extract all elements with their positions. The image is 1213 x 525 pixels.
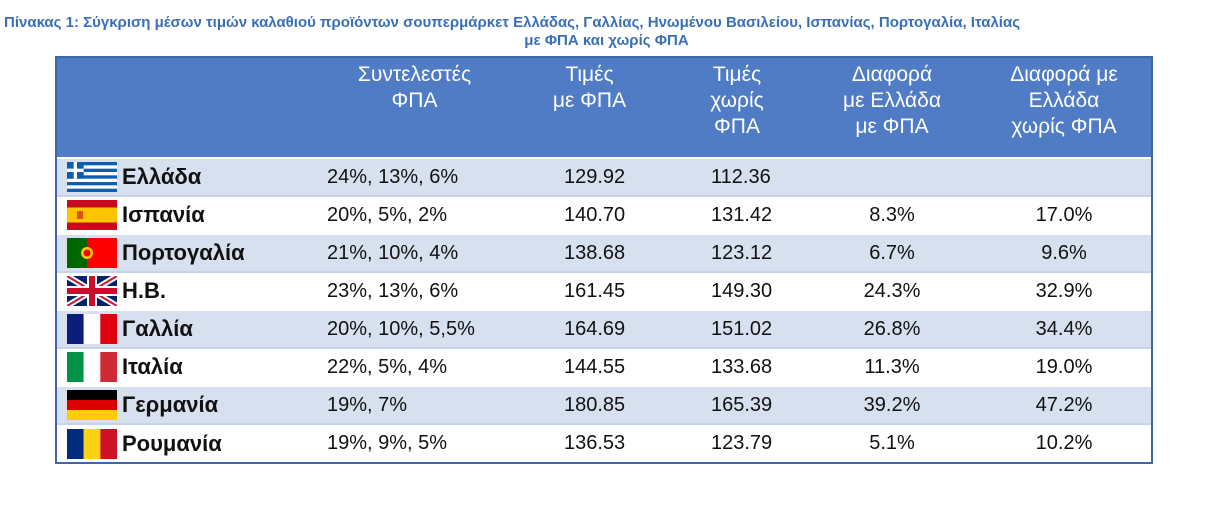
table-row: Γαλλία 20%, 10%, 5,5% 164.69 151.02 26.8… bbox=[57, 309, 1151, 348]
diff-novat-cell: 10.2% bbox=[977, 423, 1151, 462]
header-line: χωρίς ΦΠΑ bbox=[1011, 115, 1117, 138]
header-line: ΦΠΑ bbox=[714, 115, 760, 138]
price-vat-cell: 138.68 bbox=[512, 233, 667, 272]
diff-vat-cell: 11.3% bbox=[807, 347, 977, 386]
header-country bbox=[57, 58, 317, 158]
price-novat-cell: 165.39 bbox=[667, 385, 807, 424]
header-line: χωρίς bbox=[710, 89, 764, 112]
table-row: Η.Β. 23%, 13%, 6% 161.45 149.30 24.3% 32… bbox=[57, 271, 1151, 310]
diff-vat-cell bbox=[807, 157, 977, 196]
diff-novat-cell: 17.0% bbox=[977, 195, 1151, 234]
header-line: με Ελλάδα bbox=[843, 89, 941, 112]
price-novat-cell: 133.68 bbox=[667, 347, 807, 386]
spain-flag-icon bbox=[67, 200, 117, 230]
header-line: με ΦΠΑ bbox=[855, 115, 929, 138]
header-diff-novat: Διαφορά με Ελλάδα χωρίς ΦΠΑ bbox=[977, 58, 1151, 158]
diff-vat-cell: 24.3% bbox=[807, 271, 977, 310]
table-row: Ρουμανία 19%, 9%, 5% 136.53 123.79 5.1% … bbox=[57, 423, 1151, 462]
diff-novat-cell: 32.9% bbox=[977, 271, 1151, 310]
country-cell: Γαλλία bbox=[57, 309, 317, 348]
vat-rates-cell: 19%, 9%, 5% bbox=[317, 423, 512, 462]
header-price-novat: Τιμές χωρίς ΦΠΑ bbox=[667, 58, 807, 158]
diff-novat-cell: 34.4% bbox=[977, 309, 1151, 348]
header-line: Διαφορά bbox=[851, 63, 933, 86]
diff-vat-cell: 26.8% bbox=[807, 309, 977, 348]
country-name: Πορτογαλία bbox=[122, 240, 245, 265]
comparison-table: Συντελεστές ΦΠΑ Τιμές με ΦΠΑ Τιμές χωρίς… bbox=[55, 56, 1153, 464]
diff-vat-cell: 5.1% bbox=[807, 423, 977, 462]
country-cell: Ισπανία bbox=[57, 195, 317, 234]
table-row: Ελλάδα 24%, 13%, 6% 129.92 112.36 bbox=[57, 157, 1151, 196]
vat-rates-cell: 22%, 5%, 4% bbox=[317, 347, 512, 386]
uk-flag-icon bbox=[67, 276, 117, 306]
price-vat-cell: 144.55 bbox=[512, 347, 667, 386]
header-row: Συντελεστές ΦΠΑ Τιμές με ΦΠΑ Τιμές χωρίς… bbox=[57, 58, 1151, 158]
table-row: Πορτογαλία 21%, 10%, 4% 138.68 123.12 6.… bbox=[57, 233, 1151, 272]
country-name: Η.Β. bbox=[122, 278, 166, 303]
country-name: Ισπανία bbox=[122, 202, 205, 227]
vat-rates-cell: 23%, 13%, 6% bbox=[317, 271, 512, 310]
vat-rates-cell: 20%, 10%, 5,5% bbox=[317, 309, 512, 348]
price-novat-cell: 151.02 bbox=[667, 309, 807, 348]
diff-novat-cell: 19.0% bbox=[977, 347, 1151, 386]
country-name: Γαλλία bbox=[122, 316, 193, 341]
country-name: Γερμανία bbox=[122, 392, 219, 417]
country-name: Ρουμανία bbox=[122, 430, 222, 456]
diff-novat-cell: 47.2% bbox=[977, 385, 1151, 424]
header-line: Τιμές bbox=[565, 63, 614, 86]
diff-vat-cell: 39.2% bbox=[807, 385, 977, 424]
price-vat-cell: 140.70 bbox=[512, 195, 667, 234]
price-vat-cell: 161.45 bbox=[512, 271, 667, 310]
table-row: Γερμανία 19%, 7% 180.85 165.39 39.2% 47.… bbox=[57, 385, 1151, 424]
price-vat-cell: 164.69 bbox=[512, 309, 667, 348]
diff-vat-cell: 6.7% bbox=[807, 233, 977, 272]
caption-line-1: Πίνακας 1: Σύγκριση μέσων τιμών καλαθιού… bbox=[4, 14, 1020, 31]
price-vat-cell: 180.85 bbox=[512, 385, 667, 424]
country-cell: Πορτογαλία bbox=[57, 233, 317, 272]
country-cell: Γερμανία bbox=[57, 385, 317, 424]
germany-flag-icon bbox=[67, 390, 117, 420]
header-line: Διαφορά με bbox=[1010, 63, 1118, 86]
header-line: ΦΠΑ bbox=[391, 89, 438, 112]
diff-novat-cell bbox=[977, 157, 1151, 196]
table-caption: Πίνακας 1: Σύγκριση μέσων τιμών καλαθιού… bbox=[0, 14, 1213, 54]
price-novat-cell: 131.42 bbox=[667, 195, 807, 234]
country-cell: Ρουμανία bbox=[57, 423, 317, 462]
price-vat-cell: 129.92 bbox=[512, 157, 667, 196]
vat-rates-cell: 20%, 5%, 2% bbox=[317, 195, 512, 234]
portugal-flag-icon bbox=[67, 238, 117, 268]
vat-rates-cell: 24%, 13%, 6% bbox=[317, 157, 512, 196]
caption-line-2: με ΦΠΑ και χωρίς ΦΠΑ bbox=[524, 32, 689, 49]
header-line: Συντελεστές bbox=[357, 63, 472, 86]
diff-vat-cell: 8.3% bbox=[807, 195, 977, 234]
header-diff-vat: Διαφορά με Ελλάδα με ΦΠΑ bbox=[807, 58, 977, 158]
country-cell: Η.Β. bbox=[57, 271, 317, 310]
table-row: Ιταλία 22%, 5%, 4% 144.55 133.68 11.3% 1… bbox=[57, 347, 1151, 386]
italy-flag-icon bbox=[67, 352, 117, 382]
france-flag-icon bbox=[67, 314, 117, 344]
vat-rates-cell: 19%, 7% bbox=[317, 385, 512, 424]
header-price-vat: Τιμές με ΦΠΑ bbox=[512, 58, 667, 158]
header-vat-rates: Συντελεστές ΦΠΑ bbox=[317, 58, 512, 158]
header-line: Τιμές bbox=[712, 63, 762, 86]
table-row: Ισπανία 20%, 5%, 2% 140.70 131.42 8.3% 1… bbox=[57, 195, 1151, 234]
greece-flag-icon bbox=[67, 162, 117, 192]
country-name: Ελλάδα bbox=[122, 164, 202, 189]
country-cell: Ιταλία bbox=[57, 347, 317, 386]
price-novat-cell: 123.12 bbox=[667, 233, 807, 272]
header-line: Ελλάδα bbox=[1028, 89, 1100, 112]
price-novat-cell: 123.79 bbox=[667, 423, 807, 462]
country-cell: Ελλάδα bbox=[57, 157, 317, 196]
price-novat-cell: 112.36 bbox=[667, 157, 807, 196]
header-line: με ΦΠΑ bbox=[552, 89, 627, 112]
diff-novat-cell: 9.6% bbox=[977, 233, 1151, 272]
price-vat-cell: 136.53 bbox=[512, 423, 667, 462]
vat-rates-cell: 21%, 10%, 4% bbox=[317, 233, 512, 272]
country-name: Ιταλία bbox=[122, 354, 183, 379]
price-novat-cell: 149.30 bbox=[667, 271, 807, 310]
romania-flag-icon bbox=[67, 428, 117, 459]
